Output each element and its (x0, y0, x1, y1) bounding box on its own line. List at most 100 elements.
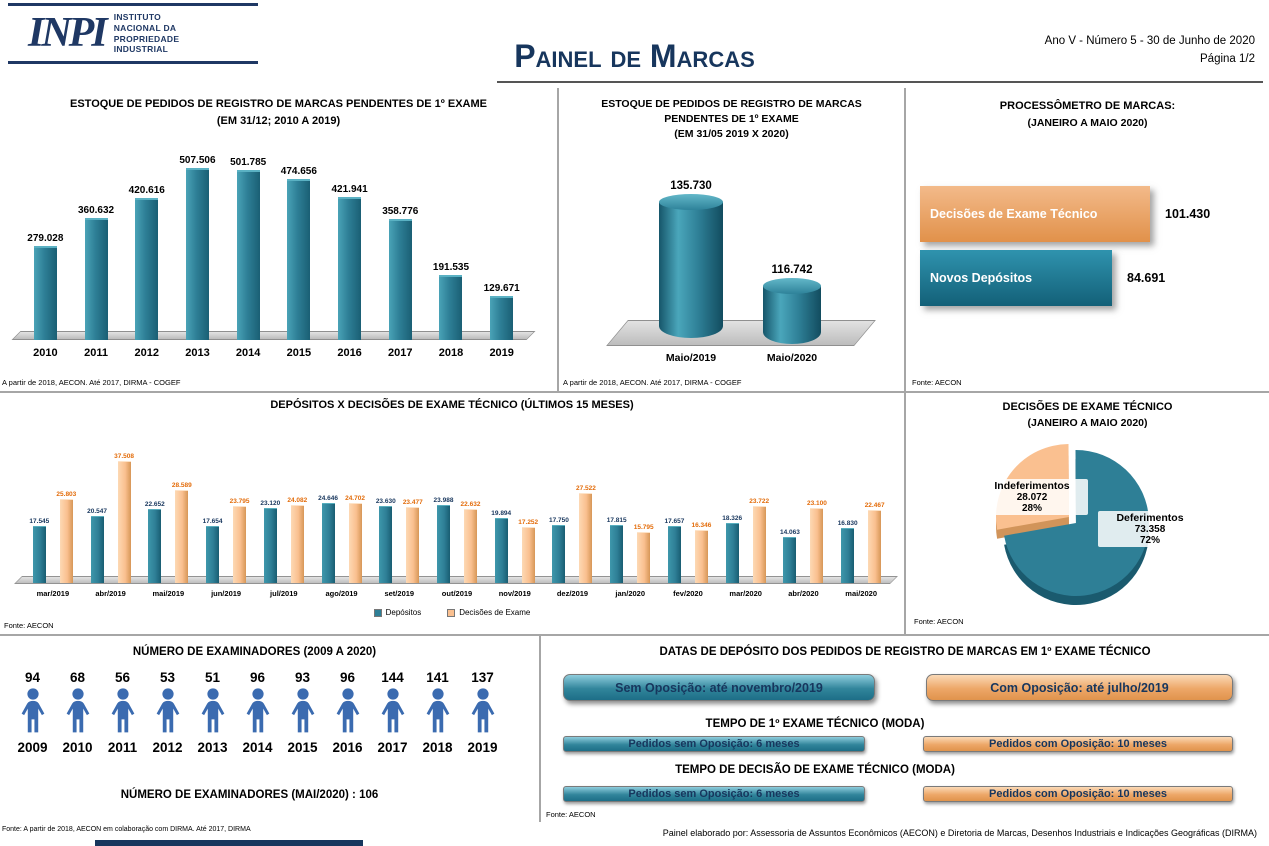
person-icon (156, 688, 179, 733)
decisoes-bar (521, 527, 535, 583)
examiner-column: 94 2009 (10, 670, 55, 755)
bar-value-label: 507.506 (179, 155, 216, 166)
bar-group: 22.652 28.589 (139, 433, 197, 583)
source-note: A partir de 2018, AECON. Até 2017, DIRMA… (2, 378, 181, 387)
bar-value-label: 16.830 (837, 520, 858, 527)
examiner-count: 93 (294, 670, 311, 685)
month-axis-label: ago/2019 (325, 589, 358, 598)
examiner-column: 141 2018 (415, 670, 460, 755)
depositos-bar (90, 516, 104, 583)
bar-value-label: 358.776 (382, 206, 419, 217)
tempo-decisao-sem-oposicao-bar: Pedidos sem Oposição: 6 meses (563, 786, 865, 802)
bar-subcolumn: 23.722 (746, 498, 773, 583)
edition-info: Ano V - Número 5 - 30 de Junho de 2020 P… (1045, 33, 1255, 69)
estoque-anual-chart: 279.028 2010 360.632 2011 420.616 2012 507.506… (20, 150, 527, 366)
bar-column: 129.671 2019 (476, 150, 527, 366)
bar-value-label: 279.028 (27, 233, 64, 244)
examiner-count: 51 (204, 670, 221, 685)
pie-slice-deferimentos (1004, 449, 1149, 596)
divider-vertical-3 (539, 636, 541, 822)
year-axis-label: 2017 (388, 347, 413, 359)
depositos-bar (263, 508, 277, 583)
decisoes-bar (464, 509, 477, 583)
bar-value-label: 23.988 (433, 497, 454, 504)
examinadores-chart: 94 2009 68 2010 56 2011 53 2012 51 2013 96 2014 93 20… (10, 670, 505, 755)
stock-bar (84, 218, 108, 340)
person-icon (246, 688, 269, 733)
panel-title: DEPÓSITOS X DECISÕES DE EXAME TÉCNICO (Ú… (270, 399, 634, 411)
examiner-column: 96 2016 (325, 670, 370, 755)
year-axis-label: 2013 (197, 740, 228, 755)
month-axis-label: mai/2019 (152, 589, 185, 598)
stock-bar (490, 296, 514, 340)
bar-subcolumn: 17.657 (661, 518, 688, 583)
bar-subcolumn: 18.326 (719, 515, 746, 583)
bar-value-label: 24.646 (318, 495, 338, 502)
bar-value-label: 23.477 (402, 499, 423, 506)
bar-subcolumn: 24.082 (284, 497, 311, 583)
examiner-column: 96 2014 (235, 670, 280, 755)
examiner-count: 144 (381, 670, 404, 685)
examiner-count: 56 (114, 670, 131, 685)
legend-item: Decisões de Exame (447, 608, 530, 617)
bar-subcolumn: 22.632 (457, 501, 484, 583)
estoque-maio-chart: 135.730 Maio/2019 116.742 Maio/2020 (559, 90, 904, 391)
bar-value-label: 23.630 (375, 498, 396, 505)
bar-value-label: 360.632 (77, 205, 115, 216)
panel-title-line1: PROCESSÔMETRO DE MARCAS: (999, 100, 1176, 112)
decisoes-bar (233, 506, 247, 583)
bar-value-label: 25.803 (56, 491, 77, 498)
panel-title-line2: PENDENTES DE 1º EXAME (664, 113, 799, 125)
examiner-column: 53 2012 (145, 670, 190, 755)
panel-datas-deposito: DATAS DE DEPÓSITO DOS PEDIDOS DE REGISTR… (541, 636, 1269, 826)
panel-title-line1: ESTOQUE DE PEDIDOS DE REGISTRO DE MARCAS… (70, 98, 487, 110)
bar-value-label: 17.750 (549, 517, 569, 524)
tempo-decisao-com-oposicao-bar: Pedidos com Oposição: 10 meses (923, 786, 1233, 802)
decisoes-bar (59, 499, 73, 583)
month-axis-label: dez/2019 (556, 589, 589, 598)
chart-legend: Depósitos Decisões de Exame (0, 608, 904, 617)
divider-horizontal-2 (0, 634, 1269, 636)
year-axis-label: 2009 (17, 740, 48, 755)
decisoes-bar (406, 507, 420, 583)
bar-label: Novos Depósitos (930, 271, 1033, 285)
bar-value-label: 421.941 (331, 184, 368, 195)
year-axis-label: 2016 (337, 347, 362, 359)
bar-subcolumn: 22.467 (861, 502, 888, 583)
person-icon-wrap (106, 688, 140, 735)
person-icon (21, 688, 44, 733)
source-note: Fonte: A partir de 2018, AECON em colabo… (2, 826, 251, 833)
decisoes-bar (290, 505, 304, 583)
bar-subcolumn: 17.252 (515, 519, 542, 583)
person-icon (426, 688, 449, 733)
cylinder-bar (659, 194, 723, 338)
year-axis-label: 2015 (287, 740, 318, 755)
depositos-bar (494, 518, 508, 583)
bar-subcolumn: 37.508 (111, 453, 138, 583)
bar-subcolumn: 23.630 (372, 498, 399, 583)
bar-column: 420.616 2012 (121, 150, 172, 366)
section-title-primeiro-exame: TEMPO DE 1º EXAME TÉCNICO (MODA) (705, 718, 925, 730)
cylinder-bar (763, 278, 821, 344)
year-axis-label: 2019 (467, 740, 498, 755)
examiner-column: 68 2010 (55, 670, 100, 755)
year-axis-label: 2012 (134, 347, 159, 359)
person-icon-wrap (466, 688, 500, 735)
bar-value: 84.691 (1127, 271, 1166, 285)
year-axis-label: 2019 (489, 347, 514, 359)
divider-horizontal-1 (0, 391, 1269, 393)
depositos-bar (379, 506, 393, 583)
person-icon (66, 688, 89, 733)
divider-vertical-2 (904, 88, 906, 634)
bar-value-label: 37.508 (114, 453, 135, 460)
bar-value-label: 15.795 (633, 524, 654, 531)
year-axis-label: 2014 (235, 347, 261, 359)
month-axis-label: jun/2019 (211, 589, 242, 598)
legend-swatch (447, 608, 456, 617)
bar-subcolumn: 15.795 (630, 524, 657, 583)
source-note: Fonte: AECON (4, 621, 54, 630)
examiner-count: 96 (249, 670, 266, 685)
bar-subcolumn: 14.063 (776, 529, 803, 583)
slice-name: Indeferimentos (994, 480, 1070, 492)
